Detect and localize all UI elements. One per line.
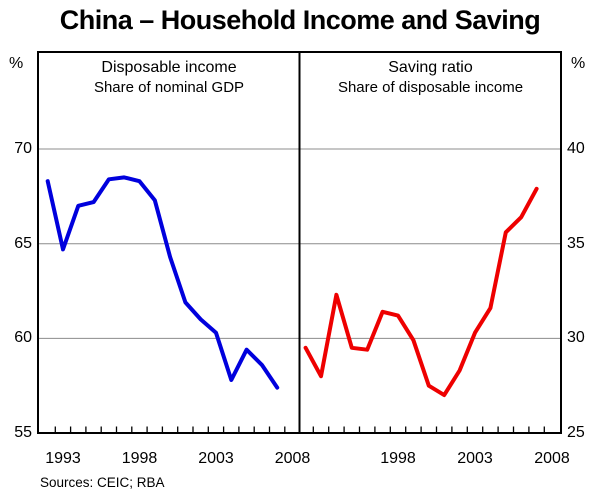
right-y-tick-label: 25 [567,424,585,441]
left-panel-subtitle: Share of nominal GDP [93,79,245,96]
left-y-tick-label: 55 [14,424,32,441]
right-data-line [303,186,539,398]
right-y-tick-label: 30 [567,329,585,347]
left-axis-unit-label: % [9,55,24,72]
right-axis-unit-label: % [571,55,586,72]
left-panel-title: Disposable income [101,59,237,76]
left-y-tick-label: 70 [14,140,32,158]
x-year-label: 2008 [534,450,570,467]
chart-title: China – Household Income and Saving [59,5,541,35]
right-y-tick-label: 35 [567,234,585,252]
right-panel-title: Saving ratio [388,59,473,76]
x-year-label: 2003 [198,450,234,467]
x-year-label: 2008 [274,450,311,467]
left-y-tick-label: 65 [14,234,32,252]
left-y-tick-label: 60 [14,329,32,347]
x-year-label: 2003 [457,450,493,467]
right-y-tick-label: 40 [567,140,585,158]
right-panel-subtitle: Share of disposable income [337,79,524,96]
left-data-line [45,175,280,390]
x-year-label: 1993 [45,450,81,467]
x-year-label: 1998 [121,450,158,467]
x-year-label: 1998 [380,450,416,467]
sources-note: Sources: CEIC; RBA [40,475,165,490]
